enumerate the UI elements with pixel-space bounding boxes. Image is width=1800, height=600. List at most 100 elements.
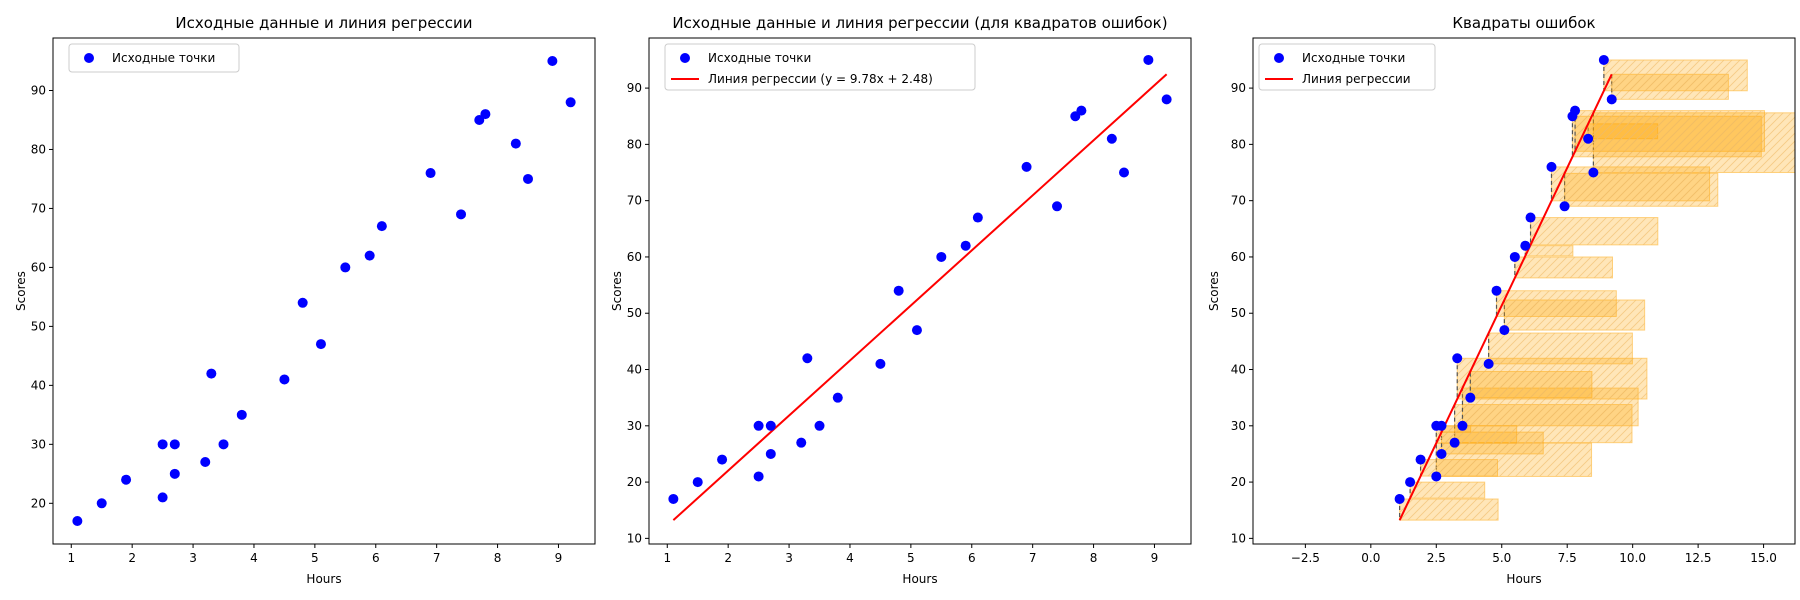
data-point bbox=[814, 420, 825, 431]
data-point bbox=[121, 474, 132, 485]
data-point bbox=[157, 492, 168, 503]
data-point bbox=[1436, 420, 1447, 431]
panel-2-legend: Исходные точки Линия регрессии (y = 9.78… bbox=[664, 43, 976, 91]
y-tick-label: 50 bbox=[31, 319, 46, 333]
y-tick-label: 40 bbox=[627, 363, 642, 377]
data-point bbox=[717, 454, 728, 465]
x-tick-label: 5 bbox=[907, 551, 915, 565]
y-tick-label: 70 bbox=[627, 194, 642, 208]
legend-box bbox=[68, 43, 240, 73]
data-point bbox=[1509, 251, 1520, 262]
panel-1-frame bbox=[52, 37, 596, 545]
data-point bbox=[340, 262, 351, 273]
x-tick-label: 8 bbox=[494, 551, 502, 565]
legend-label: Исходные точки bbox=[708, 51, 811, 65]
panel-1: 1 2 3 4 5 6 7 8 9 20 30 40 50 60 70 80 90 Исходные данны… bbox=[14, 14, 596, 586]
y-tick-label: 30 bbox=[31, 437, 46, 451]
legend-point-marker bbox=[84, 53, 94, 63]
data-point bbox=[1546, 161, 1557, 172]
panel-2-ticks: 1 2 3 4 5 6 7 8 9 10 20 30 40 50 60 70 80 90 bbox=[627, 81, 1159, 565]
x-tick-label: 4 bbox=[250, 551, 258, 565]
data-point bbox=[1465, 392, 1476, 403]
squared-error-hatch bbox=[1603, 59, 1748, 91]
panel-1-ylabel: Scores bbox=[14, 271, 28, 311]
data-point bbox=[1606, 94, 1617, 105]
y-tick-label: 20 bbox=[1231, 475, 1246, 489]
panel-3-title: Квадраты ошибок bbox=[1452, 14, 1595, 32]
y-tick-label: 20 bbox=[31, 496, 46, 510]
x-tick-label: 2 bbox=[128, 551, 136, 565]
y-tick-label: 30 bbox=[627, 419, 642, 433]
squared-error-hatch bbox=[1420, 459, 1498, 477]
data-point bbox=[1559, 201, 1570, 212]
x-tick-label: 15.0 bbox=[1750, 551, 1777, 565]
data-point bbox=[157, 439, 168, 450]
squared-error-hatch bbox=[1575, 110, 1765, 152]
data-point bbox=[456, 209, 467, 220]
y-tick-label: 10 bbox=[1231, 531, 1246, 545]
data-point bbox=[1499, 325, 1510, 336]
squared-error-hatch bbox=[1399, 498, 1499, 521]
data-point bbox=[480, 109, 491, 120]
data-point bbox=[547, 56, 558, 66]
y-tick-label: 50 bbox=[627, 306, 642, 320]
data-point bbox=[1525, 212, 1536, 223]
data-point bbox=[376, 221, 387, 232]
y-tick-label: 60 bbox=[1231, 250, 1246, 264]
legend-label: Исходные точки bbox=[112, 51, 215, 65]
legend-point-marker bbox=[680, 53, 690, 63]
data-point bbox=[1483, 358, 1494, 369]
y-tick-label: 60 bbox=[627, 250, 642, 264]
data-point bbox=[911, 325, 922, 336]
data-point bbox=[200, 457, 211, 468]
y-tick-label: 10 bbox=[627, 531, 642, 545]
x-tick-label: 5 bbox=[311, 551, 319, 565]
data-point bbox=[1415, 454, 1426, 465]
x-tick-label: 3 bbox=[785, 551, 793, 565]
panel-1-xlabel: Hours bbox=[306, 572, 341, 586]
data-point bbox=[72, 516, 83, 526]
legend-box bbox=[664, 43, 976, 91]
data-point bbox=[832, 392, 843, 403]
data-point bbox=[1583, 133, 1594, 144]
data-point bbox=[796, 437, 807, 448]
data-point bbox=[1598, 54, 1609, 65]
panel-2-frame bbox=[648, 37, 1192, 545]
data-point bbox=[1394, 493, 1405, 504]
data-point bbox=[802, 353, 813, 364]
data-point bbox=[1106, 133, 1117, 144]
data-point bbox=[765, 448, 776, 459]
legend-label: Исходные точки bbox=[1302, 51, 1405, 65]
squared-error-hatch bbox=[1496, 290, 1617, 317]
x-tick-label: 7.5 bbox=[1558, 551, 1577, 565]
panel-1-title: Исходные данные и линия регрессии bbox=[175, 14, 472, 32]
data-point bbox=[510, 138, 521, 149]
panel-2-ylabel: Scores bbox=[610, 271, 624, 311]
data-point bbox=[523, 173, 534, 184]
panel-1-plot-area bbox=[72, 56, 576, 526]
panel-3-xlabel: Hours bbox=[1506, 572, 1541, 586]
data-point bbox=[1076, 105, 1087, 116]
data-point bbox=[169, 439, 180, 450]
x-tick-label: −2.5 bbox=[1291, 551, 1320, 565]
squared-error-hatch bbox=[1410, 482, 1485, 499]
legend-box bbox=[1258, 43, 1436, 91]
squared-error-hatch bbox=[1551, 166, 1710, 201]
data-point bbox=[753, 420, 764, 431]
x-tick-label: 3 bbox=[189, 551, 197, 565]
x-tick-label: 1 bbox=[67, 551, 75, 565]
panel-3-ticks: −2.5 0.0 2.5 5.0 7.5 10.0 12.5 15.0 10 20 30 40 50 60… bbox=[1231, 81, 1777, 565]
data-point bbox=[1452, 353, 1463, 364]
x-tick-label: 7 bbox=[1029, 551, 1037, 565]
data-point bbox=[1431, 471, 1442, 482]
x-tick-label: 7 bbox=[433, 551, 441, 565]
panel-2-plot-area bbox=[668, 54, 1172, 521]
y-tick-label: 70 bbox=[31, 201, 46, 215]
x-tick-label: 8 bbox=[1090, 551, 1098, 565]
data-point bbox=[206, 368, 217, 379]
x-tick-label: 9 bbox=[1151, 551, 1159, 565]
data-point bbox=[1405, 477, 1416, 488]
x-tick-label: 9 bbox=[555, 551, 563, 565]
y-tick-label: 90 bbox=[1231, 81, 1246, 95]
data-point bbox=[1457, 420, 1468, 431]
